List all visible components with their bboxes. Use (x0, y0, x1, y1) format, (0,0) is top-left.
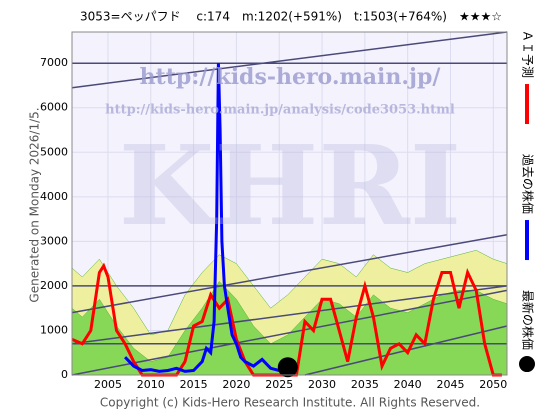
trend-line (71, 31, 508, 89)
y-tick-label: 2000 (40, 279, 68, 292)
x-tick-label: 2035 (351, 378, 379, 391)
trend-line (71, 233, 508, 314)
x-tick-label: 2010 (137, 378, 165, 391)
x-tick-label: 2020 (222, 378, 250, 391)
trend-line (71, 289, 508, 376)
legend-label: 過去の株価 (521, 154, 536, 214)
copyright: Copyright (c) Kids-Hero Research Institu… (100, 396, 480, 410)
chart-title: 3053=ペッパフド c:174 m:1202(+591%) t:1503(+7… (80, 10, 502, 24)
x-tick-label: 2045 (436, 378, 464, 391)
watermark-logo: KHRI (119, 121, 461, 250)
legend-marker (519, 356, 535, 373)
y-tick-label: 6000 (40, 101, 68, 114)
latest-price-dot (277, 357, 298, 378)
y-tick-label: 1000 (40, 323, 68, 336)
x-tick-label: 2050 (479, 378, 507, 391)
legend-label: ＡＩ予測 (521, 30, 535, 78)
series-line (71, 262, 502, 377)
y-tick-label: 4000 (40, 190, 68, 203)
x-tick-label: 2025 (265, 378, 293, 391)
watermark-url: http://kids-hero.main.jp/ (140, 64, 442, 90)
y-tick-label: 5000 (40, 145, 68, 158)
y-tick-label: 3000 (40, 234, 68, 247)
y-tick-label: 7000 (40, 56, 68, 69)
x-tick-label: 2015 (180, 378, 208, 391)
x-tick-label: 2030 (308, 378, 336, 391)
plot-frame (71, 31, 508, 376)
x-tick-label: 2040 (394, 378, 422, 391)
legend-label: 最新の株価 (521, 290, 536, 350)
generated-note: Generated on Monday 2026/1/5. (28, 107, 42, 302)
plot-area (71, 31, 508, 378)
y-tick-label: 0 (61, 368, 68, 381)
series-line (124, 63, 280, 373)
x-tick-label: 2005 (94, 378, 122, 391)
watermark-url-page: http://kids-hero.main.jp/analysis/code30… (105, 103, 455, 118)
